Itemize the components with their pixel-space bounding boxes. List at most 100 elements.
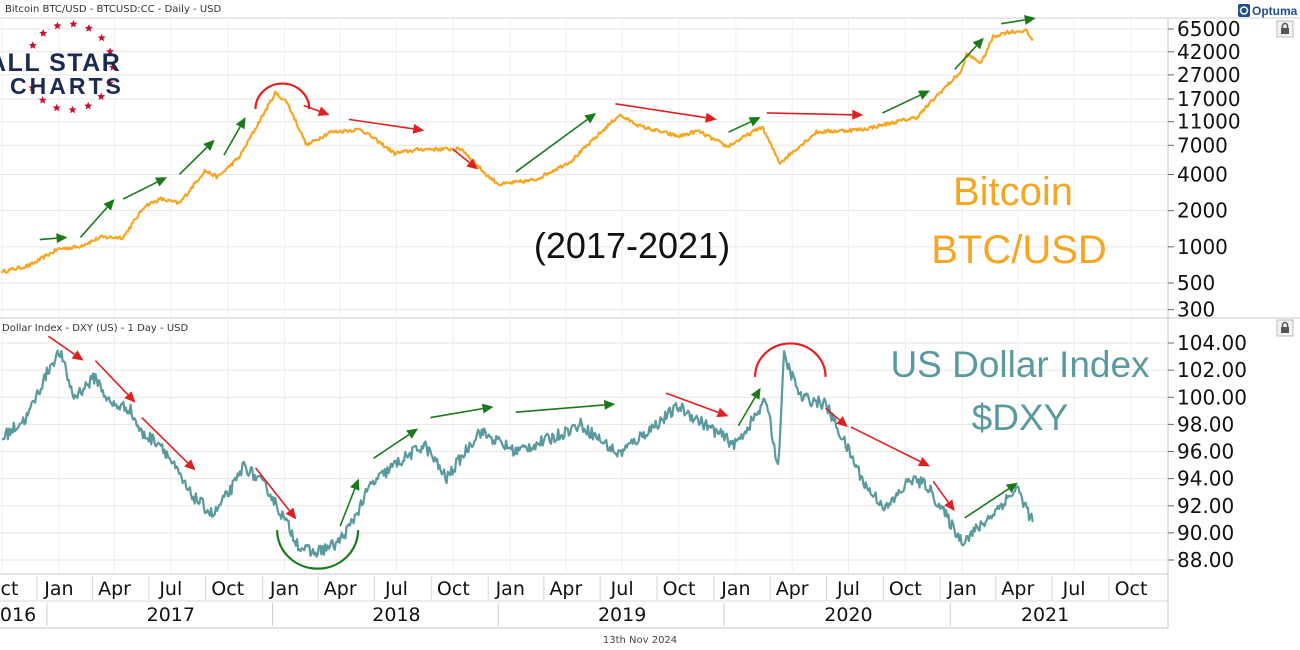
logo-star-icon [106, 47, 115, 55]
btc-panel-title: Bitcoin BTC/USD - BTCUSD:CC - Daily - US… [5, 4, 222, 15]
trend-arrow [339, 478, 360, 527]
footer-date: 13th Nov 2024 [603, 635, 677, 646]
logo-star-icon [28, 83, 37, 92]
dxy-tick-label: 96.00 [1177, 440, 1234, 464]
trend-arrow [665, 392, 729, 418]
logo-text-line2: CHARTS [10, 73, 124, 99]
dxy-price-axis: 104.00 102.00 100.00 98.00 96.00 94.00 92.00 90… [1168, 331, 1247, 572]
optuma-brand-text: Optuma [1252, 4, 1298, 18]
logo-star-icon [69, 19, 78, 28]
logo-star-icon [52, 103, 61, 112]
trend-arrow [882, 90, 931, 114]
month-axis: Oct Jan Apr Jul Oct Jan Apr Jul Oct Jan Apr Jul Oct J… [0, 576, 1147, 600]
dxy-tick-label: 100.00 [1177, 385, 1247, 409]
month-label: Jan [269, 578, 299, 600]
optuma-brand: Optuma [1238, 4, 1298, 18]
logo-star-icon [68, 105, 77, 114]
trend-arrow [47, 335, 84, 361]
trend-arrow [766, 109, 864, 120]
trend-arrow [737, 387, 761, 427]
trend-arrow [954, 37, 984, 70]
trend-arrow [430, 403, 494, 419]
year-label: 2016 [0, 604, 36, 626]
trend-arc [254, 82, 311, 110]
dxy-price-line [1, 349, 1034, 558]
btc-price-line [0, 28, 1034, 274]
logo-star-icon [105, 78, 114, 87]
month-label: Apr [549, 578, 582, 600]
month-label: Jul [384, 578, 408, 600]
trend-arc [753, 342, 827, 377]
logo-text-line1: ALL STAR [0, 49, 121, 77]
btc-tick-label: 11000 [1177, 110, 1241, 134]
trend-arrow [79, 199, 115, 238]
month-label: Oct [1115, 578, 1148, 600]
btc-tick-label: 42000 [1177, 40, 1241, 64]
month-label: Apr [98, 578, 131, 600]
logo-star-icon [28, 41, 37, 49]
btc-lock-icon[interactable] [1276, 20, 1294, 38]
dxy-tick-label: 102.00 [1177, 358, 1247, 382]
month-label: Jan [947, 578, 977, 600]
logo-star-icon [84, 101, 93, 110]
month-label: Oct [889, 578, 922, 600]
year-label: 2017 [147, 604, 195, 626]
btc-tick-label: 300 [1177, 298, 1215, 322]
trend-arrow [373, 428, 419, 459]
year-label: 2018 [372, 604, 420, 626]
trend-arrow [303, 104, 330, 116]
logo-star-icon [84, 24, 93, 32]
month-label: Jul [836, 578, 860, 600]
trend-arrow [515, 399, 616, 413]
btc-tick-label: 27000 [1177, 63, 1241, 87]
trend-arrow [615, 103, 717, 123]
btc-tick-label: 65000 [1177, 17, 1241, 41]
trend-arrows [39, 14, 1036, 527]
dxy-big-label: US Dollar Index [890, 344, 1150, 385]
logo-star-icon [97, 92, 106, 100]
btc-gridlines [0, 18, 1168, 574]
trend-arrow [178, 139, 215, 176]
logo-star-icon [109, 63, 117, 71]
trend-arrow [223, 117, 246, 156]
month-label: Jan [495, 578, 525, 600]
month-label: Jan [43, 578, 73, 600]
year-axis: 2016 2017 2018 2019 2020 2021 [0, 603, 1069, 626]
month-label: Jul [610, 578, 634, 600]
month-label: Apr [1001, 578, 1034, 600]
all-star-charts-logo: ALL STAR CHARTS [0, 19, 124, 114]
dxy-tick-label: 94.00 [1177, 467, 1234, 491]
trend-arrow [141, 417, 196, 471]
dxy-tick-label: 92.00 [1177, 494, 1234, 518]
trend-arrow [728, 117, 761, 133]
period-label: (2017-2021) [534, 225, 730, 266]
trend-arrow [94, 360, 136, 403]
btc-big-label: Bitcoin [953, 170, 1073, 214]
trend-arc [276, 530, 360, 570]
trend-arcs [254, 82, 827, 570]
month-label: Oct [663, 578, 696, 600]
btc-tick-label: 1000 [1177, 235, 1228, 259]
btc-pair-label: BTC/USD [931, 228, 1107, 272]
dxy-ticker-label: $DXY [972, 397, 1069, 438]
year-label: 2021 [1021, 604, 1069, 626]
dxy-tick-label: 88.00 [1177, 548, 1234, 572]
trend-arrow [39, 233, 68, 244]
trend-arrow [1001, 14, 1036, 25]
trend-arrow [254, 467, 297, 520]
btc-tick-label: 4000 [1177, 162, 1228, 186]
logo-star-icon [53, 21, 62, 30]
month-label: Jul [158, 578, 182, 600]
trend-arrow [850, 426, 931, 467]
trend-arrow [825, 407, 848, 428]
trend-arrow [964, 482, 1018, 519]
logo-star-ring [28, 19, 117, 114]
month-label: Jul [1062, 578, 1086, 600]
month-label: Oct [0, 578, 18, 600]
year-label: 2019 [598, 604, 646, 626]
trend-arrow [452, 148, 479, 170]
dxy-lock-icon[interactable] [1276, 319, 1294, 337]
dxy-tick-label: 98.00 [1177, 412, 1234, 436]
optuma-logo-icon [1238, 4, 1250, 17]
